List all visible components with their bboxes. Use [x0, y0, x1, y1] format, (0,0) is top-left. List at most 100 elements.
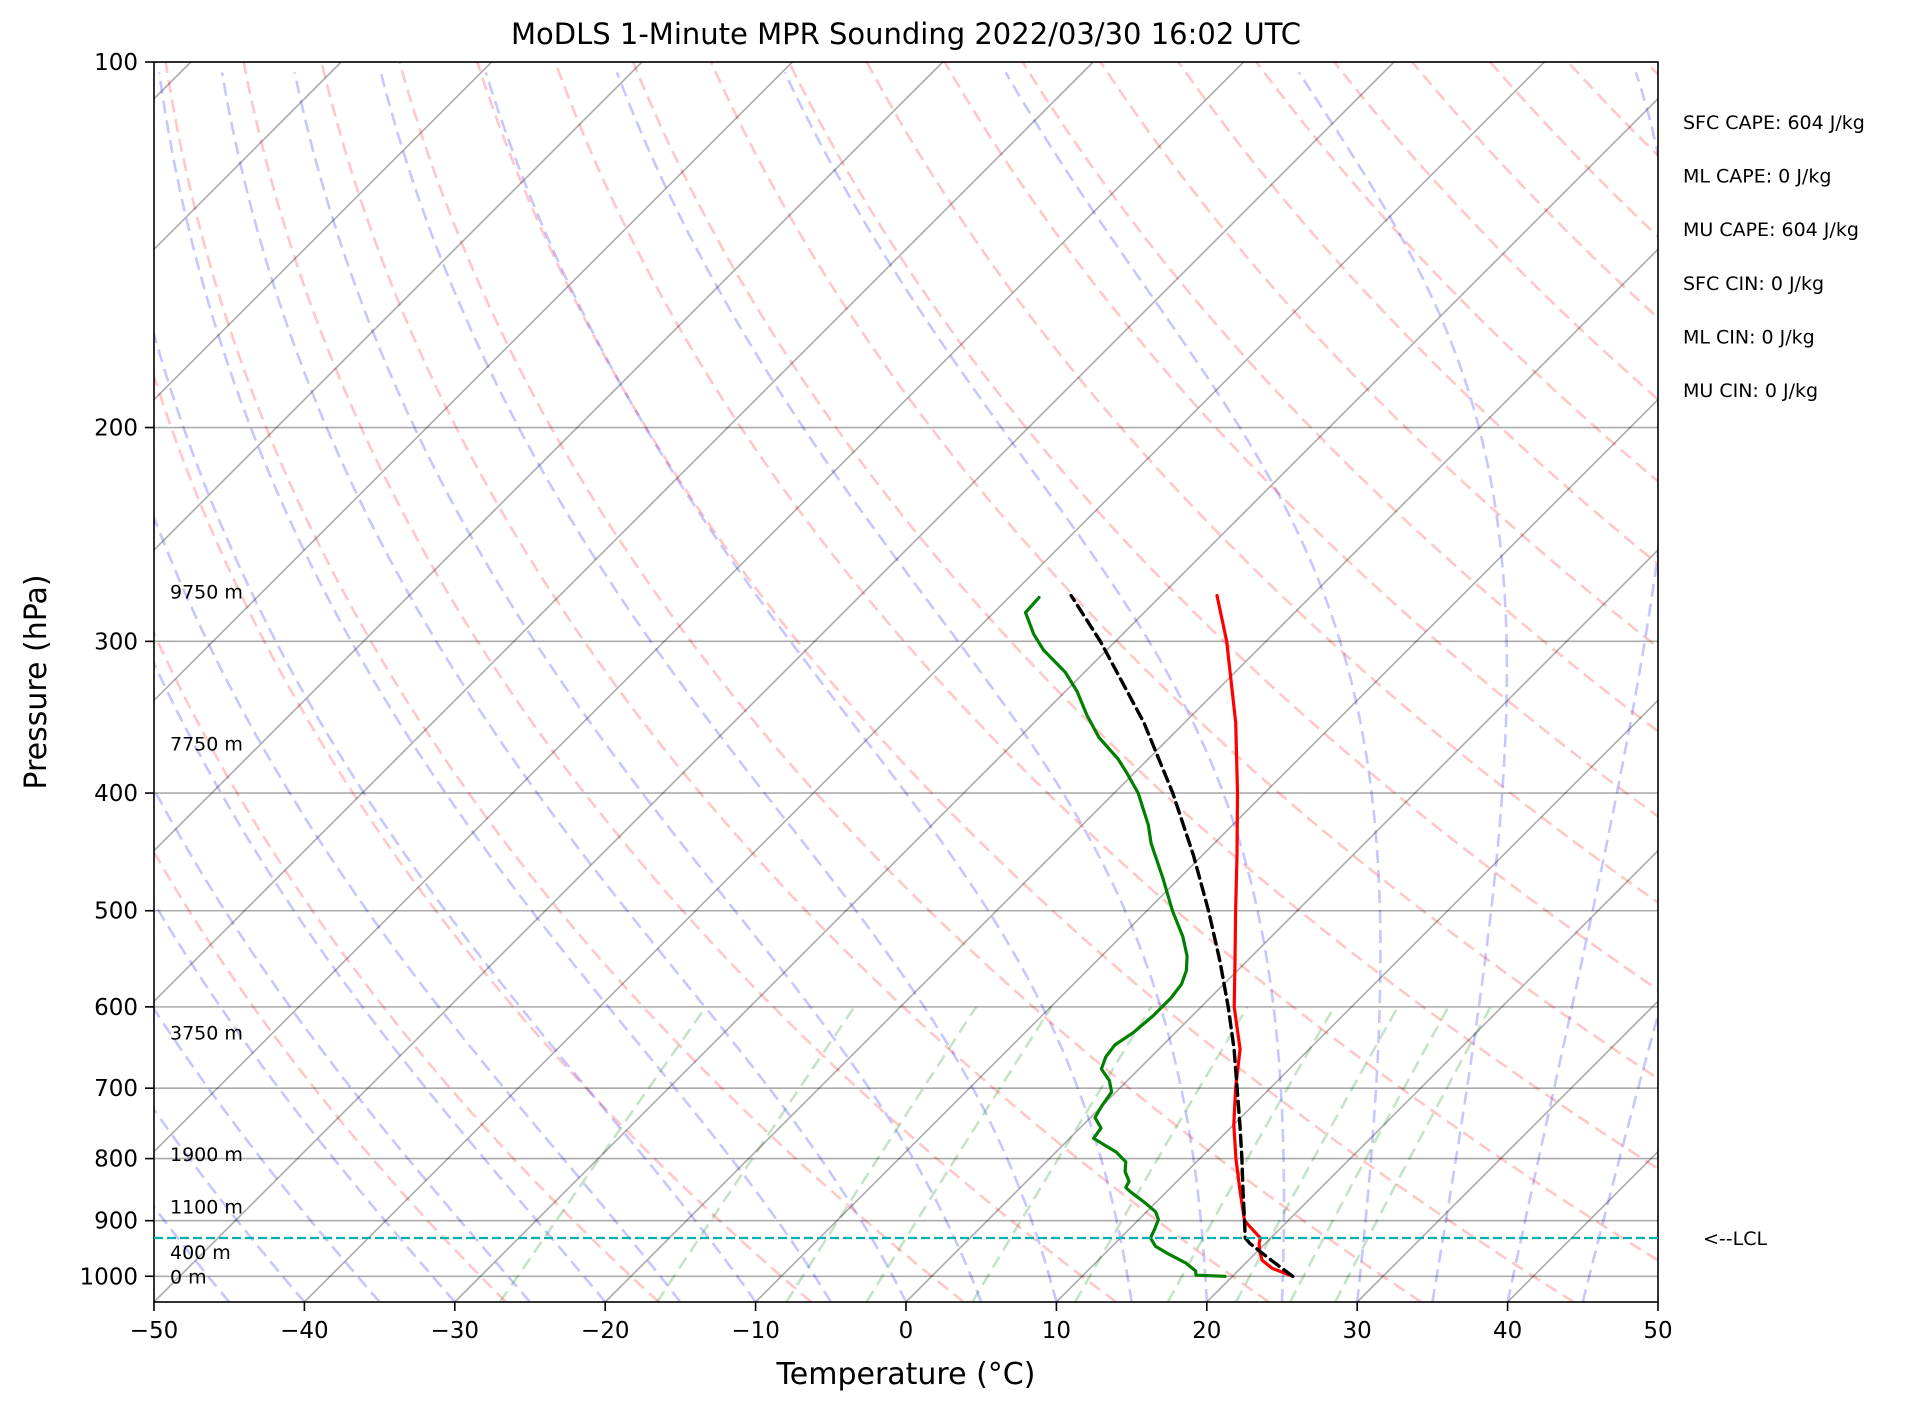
cape-cin-annotation: MU CIN: 0 J/kg: [1683, 380, 1818, 402]
axis-ticks: −50 −40 −30 −20 −10 0 10 20 30 40 50 100 200 300 400 50…: [79, 50, 1672, 1344]
y-tick-label: 800: [94, 1147, 138, 1173]
y-axis-label: Pressure (hPa): [19, 574, 54, 789]
x-tick-label: −20: [581, 1318, 630, 1344]
x-tick-label: 30: [1343, 1318, 1372, 1344]
dry-adiabat-line: [787, 62, 1658, 992]
isotherm-line: [1356, 1000, 1658, 1302]
dry-adiabat-line: [943, 62, 1658, 818]
isotherm-line: [1055, 699, 1658, 1302]
lcl-marker: <--LCL: [154, 1228, 1767, 1250]
isotherm-line: [905, 548, 1658, 1302]
moist-adiabat-line: [154, 514, 682, 1302]
moist-adiabat-line: [220, 72, 908, 1302]
moist-adiabat-line: [154, 900, 456, 1302]
y-tick-label: 1000: [79, 1264, 138, 1290]
mixing-ratio-line: [971, 1006, 1153, 1302]
background-lines: [154, 62, 1911, 1302]
dry-adiabat-line: [1724, 62, 1911, 1302]
moist-adiabat-line: [154, 786, 531, 1302]
mixing-ratio-line: [656, 1006, 856, 1302]
dry-adiabat-line: [154, 371, 813, 1302]
isotherm-line: [154, 62, 493, 401]
height-label: 0 m: [170, 1266, 207, 1288]
dry-adiabat-line: [154, 849, 508, 1302]
isotherm-line: [1206, 849, 1658, 1302]
x-tick-label: 40: [1493, 1318, 1522, 1344]
mixing-ratio-line: [865, 1006, 1053, 1302]
moist-adiabat-line: [615, 71, 1209, 1302]
dry-adiabat-line: [1099, 62, 1658, 649]
moist-adiabat-line: [1506, 72, 1658, 1302]
moist-adiabat-line: [1004, 71, 1382, 1302]
isotherm-line: [154, 62, 793, 702]
height-label: 1100 m: [170, 1196, 243, 1218]
cape-cin-annotation: MU CAPE: 604 J/kg: [1683, 219, 1859, 241]
dry-adiabat-line: [476, 62, 1575, 1302]
mixing-ratio-line: [498, 1006, 707, 1302]
moist-adiabat-line: [157, 72, 832, 1302]
x-tick-label: −30: [431, 1318, 480, 1344]
moist-adiabat-line: [1297, 71, 1509, 1302]
moist-adiabat-line: [154, 1107, 306, 1302]
isotherm-line: [154, 62, 1094, 1003]
x-tick-label: 10: [1042, 1318, 1071, 1344]
cape-cin-annotation: ML CAPE: 0 J/kg: [1683, 166, 1831, 188]
isotherm-line: [154, 62, 643, 552]
x-axis-label: Temperature (°C): [776, 1357, 1036, 1392]
x-tick-label: 50: [1643, 1318, 1672, 1344]
lcl-label: <--LCL: [1703, 1228, 1767, 1250]
dry-adiabat-line: [1566, 62, 1658, 158]
cape-cin-annotation: ML CIN: 0 J/kg: [1683, 326, 1815, 348]
dry-adiabat-line: [164, 62, 965, 1302]
isotherm-line: [154, 62, 1245, 1153]
mixing-ratio-line: [1073, 1006, 1249, 1302]
y-tick-label: 300: [94, 629, 138, 655]
mixing-ratio-line: [1334, 1006, 1492, 1302]
y-tick-label: 200: [94, 416, 138, 442]
dry-adiabat-line: [398, 62, 1422, 1302]
dry-adiabat-line: [320, 62, 1270, 1302]
y-tick-label: 900: [94, 1209, 138, 1235]
x-tick-label: −50: [130, 1318, 179, 1344]
dry-adiabat-line: [865, 62, 1658, 905]
dry-adiabat-line: [1411, 62, 1658, 320]
height-label: 9750 m: [170, 582, 243, 604]
isotherm-line: [755, 398, 1658, 1302]
isotherm-line: [1657, 1300, 1658, 1302]
dewpoint-trace: [1023, 595, 1227, 1278]
dry-adiabat-line: [1177, 62, 1658, 566]
moist-adiabat-line: [484, 72, 1133, 1302]
moist-adiabat-line: [154, 1006, 381, 1302]
height-label: 1900 m: [170, 1144, 243, 1166]
y-tick-label: 500: [94, 899, 138, 925]
isotherm-line: [154, 62, 944, 852]
isotherm-line: [604, 248, 1658, 1302]
sounding-traces: [1023, 593, 1295, 1278]
moist-adiabat-line: [154, 329, 757, 1302]
moist-adiabat-line: [154, 1204, 231, 1302]
dry-adiabat-line: [154, 630, 660, 1302]
height-label: 7750 m: [170, 733, 243, 755]
dry-adiabat-line: [1489, 62, 1658, 239]
pressure-grid: [154, 62, 1658, 1278]
moist-adiabat-line: [1581, 1009, 1658, 1302]
dry-adiabat-line: [1644, 62, 1658, 77]
mixing-ratio-line: [1234, 1006, 1400, 1302]
cape-cin-annotation: SFC CIN: 0 J/kg: [1683, 273, 1824, 295]
x-tick-label: −40: [280, 1318, 329, 1344]
moist-adiabat-line: [783, 71, 1286, 1302]
temperature-trace: [1215, 593, 1295, 1278]
dry-adiabat-line: [242, 62, 1117, 1302]
dry-adiabat-line: [1021, 62, 1658, 733]
moist-adiabat-line: [154, 660, 607, 1302]
y-tick-label: 100: [94, 50, 138, 76]
y-tick-label: 400: [94, 781, 138, 807]
moist-adiabat-line: [379, 72, 1058, 1302]
mixing-ratio-line: [785, 1006, 978, 1302]
moist-adiabat-line: [1656, 1297, 1658, 1302]
dry-adiabat-line: [1255, 62, 1658, 484]
isotherm-line: [1507, 1150, 1658, 1302]
dry-adiabat-line: [631, 62, 1658, 1171]
isotherm-line: [154, 62, 1395, 1302]
